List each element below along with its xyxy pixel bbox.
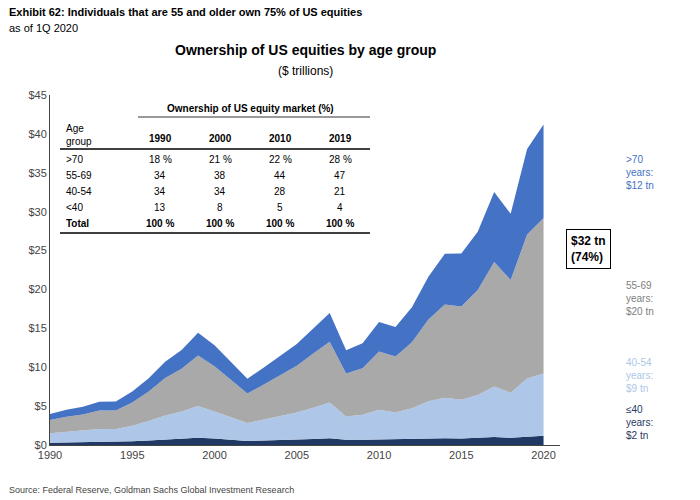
svg-text:22 %: 22 % [269, 154, 292, 165]
svg-text:100 %: 100 % [326, 218, 354, 229]
svg-text:18 %: 18 % [149, 154, 172, 165]
svg-text:Total: Total [66, 218, 89, 229]
svg-text:21: 21 [334, 186, 346, 197]
svg-text:$20: $20 [28, 283, 46, 295]
svg-text:1995: 1995 [120, 449, 144, 461]
svg-text:Exhibit 62: Individuals that a: Exhibit 62: Individuals that are 55 and … [9, 6, 362, 18]
svg-text:>70: >70 [66, 154, 83, 165]
svg-text:100 %: 100 % [266, 218, 294, 229]
svg-text:<40: <40 [66, 202, 83, 213]
svg-text:40-54years:$9 tn: 40-54years:$9 tn [626, 357, 653, 394]
svg-text:Agegroup: Agegroup [66, 123, 92, 147]
svg-text:≤40years:$2 tn: ≤40years:$2 tn [626, 404, 653, 441]
svg-text:Source: Federal Reserve, Goldm: Source: Federal Reserve, Goldman Sachs G… [9, 485, 294, 495]
svg-text:28: 28 [274, 186, 286, 197]
svg-text:100 %: 100 % [146, 218, 174, 229]
svg-text:55-69years:$20 tn: 55-69years:$20 tn [626, 280, 654, 317]
svg-text:34: 34 [154, 170, 166, 181]
svg-text:Ownership of US equity market: Ownership of US equity market (%) [167, 103, 334, 114]
svg-text:38: 38 [214, 170, 226, 181]
svg-text:8: 8 [217, 202, 223, 213]
svg-text:28 %: 28 % [329, 154, 352, 165]
svg-text:44: 44 [274, 170, 286, 181]
svg-text:2019: 2019 [329, 133, 352, 144]
svg-text:21 %: 21 % [209, 154, 232, 165]
svg-text:$40: $40 [28, 128, 46, 140]
svg-text:2000: 2000 [202, 449, 226, 461]
svg-text:>70years:$12 tn: >70years:$12 tn [626, 154, 654, 191]
svg-text:34: 34 [214, 186, 226, 197]
svg-text:34: 34 [154, 186, 166, 197]
svg-text:4: 4 [337, 202, 343, 213]
svg-text:2010: 2010 [269, 133, 292, 144]
svg-text:as of 1Q 2020: as of 1Q 2020 [9, 22, 78, 34]
svg-text:100 %: 100 % [206, 218, 234, 229]
svg-text:1990: 1990 [149, 133, 172, 144]
svg-text:$15: $15 [28, 322, 46, 334]
svg-text:47: 47 [334, 170, 346, 181]
svg-text:2015: 2015 [449, 449, 473, 461]
svg-text:2005: 2005 [285, 449, 309, 461]
svg-text:40-54: 40-54 [66, 186, 92, 197]
svg-text:$32 tn(74%): $32 tn(74%) [571, 234, 606, 264]
svg-text:$30: $30 [28, 206, 46, 218]
svg-text:13: 13 [154, 202, 166, 213]
svg-text:($ trillions): ($ trillions) [278, 64, 333, 78]
svg-text:$25: $25 [28, 244, 46, 256]
svg-text:55-69: 55-69 [66, 170, 92, 181]
svg-text:2000: 2000 [209, 133, 232, 144]
svg-text:$0: $0 [35, 439, 47, 451]
svg-text:Ownership of US equities by ag: Ownership of US equities by age group [175, 42, 436, 58]
svg-text:$10: $10 [28, 361, 46, 373]
svg-text:$35: $35 [28, 167, 46, 179]
svg-text:$45: $45 [28, 89, 46, 101]
svg-text:2010: 2010 [367, 449, 391, 461]
svg-text:2020: 2020 [531, 449, 555, 461]
svg-text:$5: $5 [35, 400, 47, 412]
svg-text:5: 5 [277, 202, 283, 213]
svg-text:1990: 1990 [38, 449, 62, 461]
